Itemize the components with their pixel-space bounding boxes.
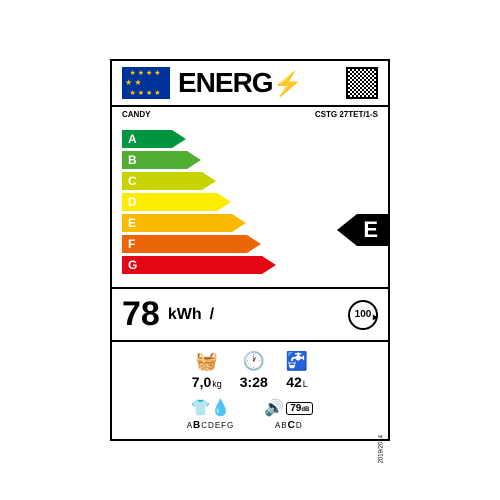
class-arrow-b: B	[122, 151, 378, 169]
lightning-icon: ⚡	[273, 70, 302, 99]
qr-code-icon	[346, 67, 378, 99]
model-number: CSTG 27TET/1-S	[315, 110, 378, 119]
speaker-icon: 🔊79dB	[264, 398, 313, 418]
rating-letter: E	[357, 214, 390, 246]
duration-spec: 🕐 3:28	[240, 350, 268, 390]
energy-label: ★ ★ ENERG⚡ CANDY CSTG 27TET/1-S ABCDEFG …	[110, 59, 390, 441]
rating-badge: E	[337, 214, 390, 246]
water-spec: 🚰 42L	[286, 350, 308, 390]
energy-consumption: 78 kWh / 100	[112, 287, 388, 340]
efficiency-scale: ABCDEFG E	[112, 122, 388, 287]
class-arrow-c: C	[122, 172, 378, 190]
header: ★ ★ ENERG⚡	[112, 61, 388, 107]
class-arrow-d: D	[122, 193, 378, 211]
tap-icon: 🚰	[286, 350, 308, 372]
brand-row: CANDY CSTG 27TET/1-S	[112, 107, 388, 122]
laundry-basket-icon: 🧺	[192, 350, 222, 372]
eu-flag-icon: ★ ★	[122, 67, 170, 99]
cycles-icon: 100	[348, 300, 378, 330]
brand-name: CANDY	[122, 110, 150, 119]
kwh-unit: kWh	[168, 306, 202, 324]
spin-dry-icon: 👕💧	[187, 398, 235, 418]
energy-title: ENERG⚡	[178, 67, 338, 99]
spin-class: 👕💧 ABCDEFG	[187, 398, 235, 431]
kwh-value: 78	[122, 295, 160, 334]
clock-icon: 🕐	[240, 350, 268, 372]
capacity-spec: 🧺 7,0kg	[192, 350, 222, 390]
specs-row: 🧺 7,0kg 🕐 3:28 🚰 42L	[112, 340, 388, 394]
bottom-row: 👕💧 ABCDEFG 🔊79dB ABCD	[112, 394, 388, 439]
noise-class: 🔊79dB ABCD	[264, 398, 313, 431]
class-arrow-a: A	[122, 130, 378, 148]
class-arrow-g: G	[122, 256, 378, 274]
regulation-number: 2019/2014	[378, 435, 384, 463]
